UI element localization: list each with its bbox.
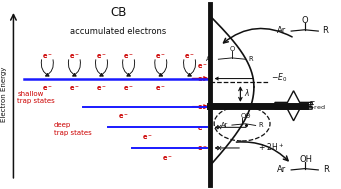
Text: R: R [322, 26, 328, 35]
Text: $-E_0$: $-E_0$ [271, 71, 287, 84]
Text: ✕: ✕ [215, 143, 222, 153]
Text: Ar: Ar [277, 165, 286, 174]
Text: e$^-$: e$^-$ [118, 113, 129, 122]
Text: e$^-$: e$^-$ [42, 84, 53, 93]
Text: e$^-$: e$^-$ [197, 103, 208, 112]
Text: $E_{\rm red}$: $E_{\rm red}$ [308, 99, 326, 112]
Text: OΘ: OΘ [241, 112, 251, 119]
Text: e$^-$: e$^-$ [42, 53, 53, 61]
Text: R: R [249, 56, 253, 62]
Text: R: R [323, 165, 329, 174]
Text: e$^-$: e$^-$ [155, 84, 166, 93]
Text: e$^-$: e$^-$ [197, 62, 208, 71]
Text: R: R [258, 122, 263, 129]
Text: accumulated electrons: accumulated electrons [70, 27, 166, 36]
Text: ✕: ✕ [215, 123, 222, 132]
Text: e$^-$: e$^-$ [96, 53, 107, 61]
Text: Ar: Ar [277, 26, 286, 35]
Text: e$^-$: e$^-$ [123, 84, 134, 93]
Text: e$^-$: e$^-$ [197, 75, 208, 84]
Text: $\lambda$: $\lambda$ [244, 87, 251, 98]
Text: CB: CB [110, 6, 127, 19]
Text: Ar: Ar [221, 122, 228, 128]
Text: O: O [229, 46, 235, 52]
Text: Electron Energy: Electron Energy [1, 67, 7, 122]
Text: O: O [301, 16, 308, 25]
Text: shallow
trap states: shallow trap states [17, 91, 55, 104]
Text: + 2H$^+$: + 2H$^+$ [257, 141, 284, 153]
Text: e$^-$: e$^-$ [155, 53, 166, 61]
Text: e$^-$: e$^-$ [69, 53, 80, 61]
Text: Ar: Ar [206, 56, 213, 62]
Text: e$^-$: e$^-$ [123, 53, 134, 61]
Text: e$^-$: e$^-$ [197, 144, 208, 153]
Text: e$^-$: e$^-$ [184, 53, 195, 61]
Text: e$^-$: e$^-$ [96, 84, 107, 93]
Text: ✕: ✕ [215, 102, 222, 111]
Text: e$^-$: e$^-$ [69, 84, 80, 93]
Text: e$^-$: e$^-$ [197, 124, 208, 133]
Text: e$^-$: e$^-$ [162, 154, 173, 163]
Text: e$^-$: e$^-$ [142, 133, 153, 142]
Text: deep
trap states: deep trap states [54, 122, 92, 136]
Text: OH: OH [300, 155, 313, 164]
